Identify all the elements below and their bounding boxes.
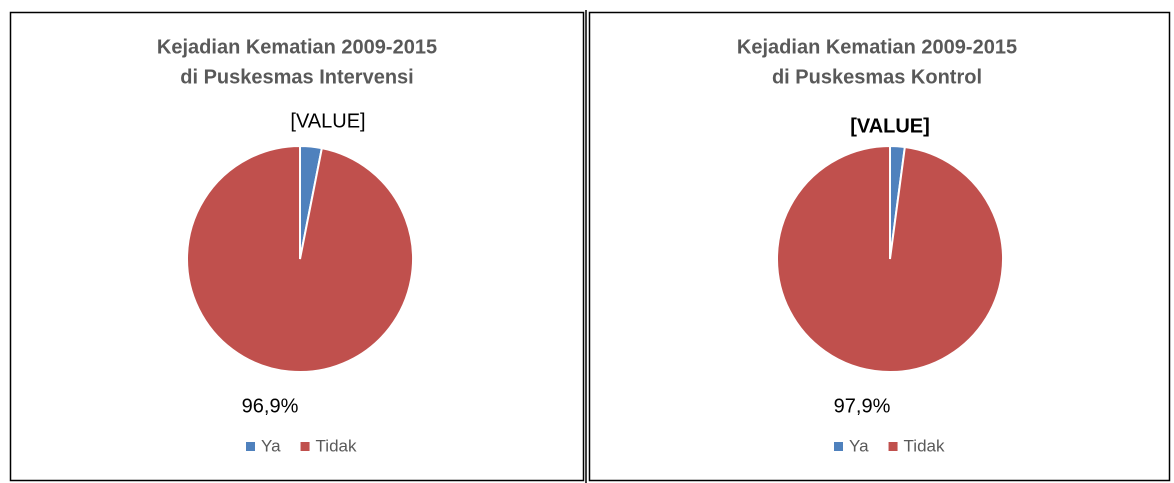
panel-border <box>588 11 1171 482</box>
data-label: [VALUE] <box>290 110 365 132</box>
data-label: 96,9% <box>242 395 299 417</box>
legend-label: Ya <box>849 436 869 455</box>
legend-swatch <box>888 442 898 451</box>
legend-swatch <box>834 442 843 451</box>
legend-label: Tidak <box>316 436 357 455</box>
data-label: 97,9% <box>834 395 891 417</box>
legend-swatch <box>300 442 310 451</box>
chart-title: di Puskesmas Intervensi <box>180 66 413 88</box>
panel-border <box>9 11 585 482</box>
pie-slice <box>776 144 1004 373</box>
data-label: [VALUE] <box>850 115 930 137</box>
legend-label: Ya <box>261 436 281 455</box>
legend-label: Tidak <box>904 436 945 455</box>
legend-swatch <box>246 442 255 451</box>
chart-title: di Puskesmas Kontrol <box>772 66 982 88</box>
chart-title: Kejadian Kematian 2009-2015 <box>737 36 1017 58</box>
chart-title: Kejadian Kematian 2009-2015 <box>157 36 437 58</box>
pie-slice <box>186 144 414 373</box>
